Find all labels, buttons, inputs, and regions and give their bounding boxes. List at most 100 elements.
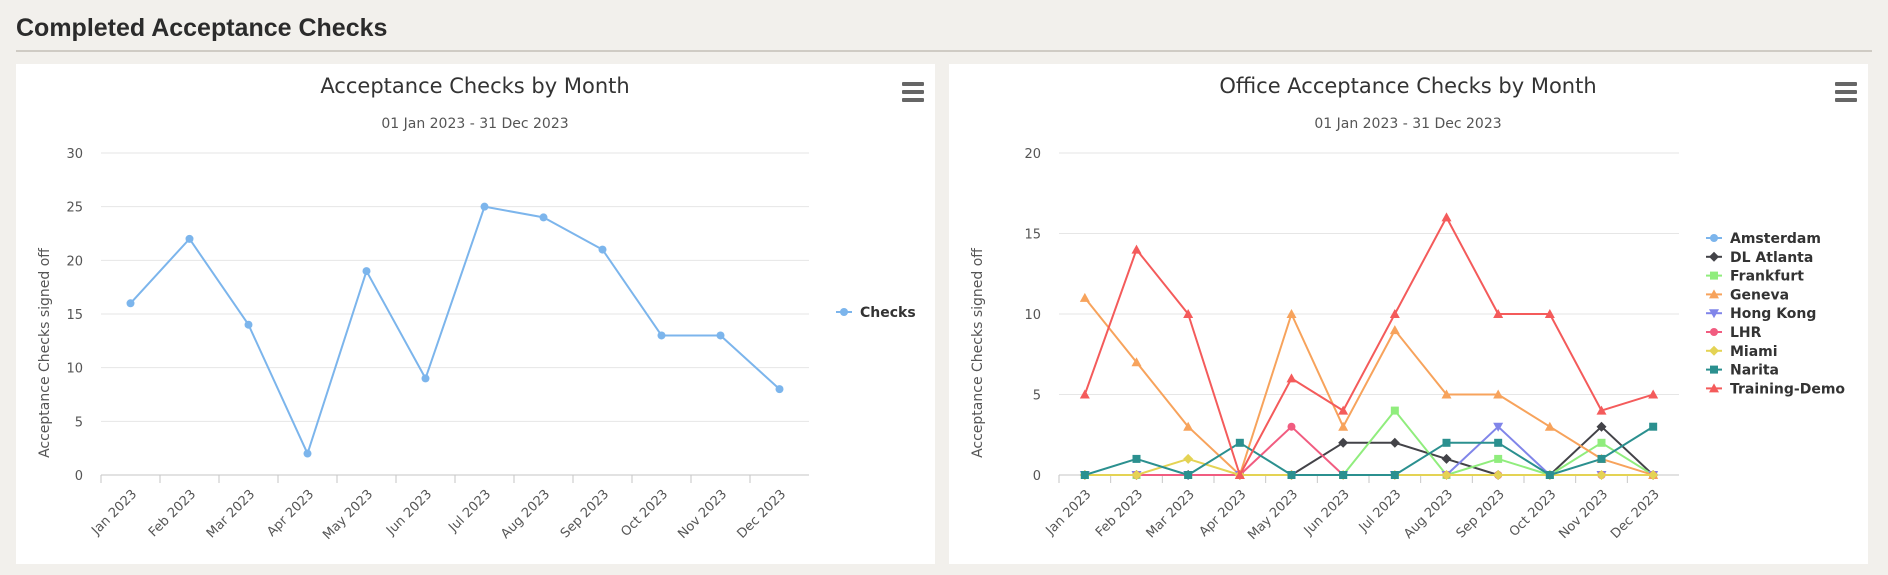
- series-hong-kong[interactable]: [1079, 422, 1659, 480]
- data-point[interactable]: [1132, 454, 1141, 463]
- legend-item-amsterdam[interactable]: Amsterdam: [1706, 231, 1821, 247]
- data-point[interactable]: [1493, 389, 1504, 399]
- data-point[interactable]: [1183, 453, 1194, 464]
- data-point[interactable]: [362, 267, 371, 276]
- data-point[interactable]: [126, 299, 135, 308]
- y-tick-label: 20: [66, 254, 83, 269]
- data-point[interactable]: [1648, 389, 1659, 399]
- data-point[interactable]: [1390, 406, 1399, 415]
- data-point[interactable]: [1338, 405, 1349, 415]
- legend-marker: [1709, 345, 1719, 356]
- series-narita[interactable]: [1080, 422, 1658, 479]
- data-point[interactable]: [1441, 389, 1452, 399]
- data-point[interactable]: [1183, 421, 1194, 431]
- data-point[interactable]: [1389, 309, 1400, 318]
- data-point[interactable]: [1287, 471, 1296, 479]
- legend-marker: [1709, 251, 1719, 262]
- data-point[interactable]: [1338, 421, 1349, 431]
- legend-marker: [1709, 383, 1719, 393]
- legend-item-narita[interactable]: Narita: [1706, 363, 1779, 379]
- data-point[interactable]: [1079, 389, 1090, 399]
- data-point[interactable]: [1597, 438, 1606, 447]
- x-tick-label: Feb 2023: [146, 487, 199, 540]
- data-point[interactable]: [1286, 373, 1297, 383]
- data-point[interactable]: [1131, 244, 1142, 254]
- series-lhr[interactable]: [1080, 422, 1658, 479]
- data-point[interactable]: [1234, 470, 1245, 479]
- data-point[interactable]: [1183, 309, 1194, 318]
- data-point[interactable]: [1389, 325, 1400, 335]
- series-dl-atlanta[interactable]: [1079, 421, 1659, 480]
- data-point[interactable]: [1494, 454, 1503, 463]
- legend-item-checks[interactable]: Checks: [836, 305, 916, 321]
- data-point[interactable]: [716, 331, 725, 340]
- data-point[interactable]: [1544, 421, 1555, 431]
- data-point[interactable]: [1596, 470, 1607, 480]
- data-point[interactable]: [598, 245, 607, 254]
- x-tick-label: Aug 2023: [498, 487, 553, 542]
- data-point[interactable]: [1441, 212, 1452, 222]
- y-tick-label: 10: [1024, 308, 1041, 323]
- chart-title: Office Acceptance Checks by Month: [1219, 74, 1596, 98]
- legend-marker: [1709, 289, 1719, 299]
- data-point[interactable]: [1080, 471, 1089, 479]
- data-point[interactable]: [775, 385, 784, 394]
- series-training-demo[interactable]: [1079, 212, 1659, 479]
- series-geneva[interactable]: [1079, 292, 1659, 479]
- chart-subtitle: 01 Jan 2023 - 31 Dec 2023: [1314, 116, 1501, 132]
- data-point[interactable]: [1131, 470, 1142, 480]
- data-point[interactable]: [1441, 470, 1452, 480]
- title-divider: [16, 50, 1872, 52]
- data-point[interactable]: [1494, 438, 1503, 447]
- data-point[interactable]: [1184, 471, 1193, 479]
- legend-item-lhr[interactable]: LHR: [1706, 325, 1762, 341]
- series-line: [1084, 457, 1654, 476]
- legend-marker: [1710, 328, 1718, 336]
- x-tick-label: Sep 2023: [1454, 487, 1508, 541]
- data-point[interactable]: [1493, 422, 1504, 432]
- x-tick-label: Nov 2023: [1556, 487, 1611, 542]
- data-point[interactable]: [1235, 438, 1244, 447]
- data-point[interactable]: [657, 331, 666, 340]
- legend-item-training-demo[interactable]: Training-Demo: [1706, 381, 1845, 397]
- data-point[interactable]: [1389, 437, 1400, 448]
- data-point[interactable]: [421, 374, 430, 383]
- data-point[interactable]: [1544, 309, 1555, 318]
- chart-menu-button[interactable]: [1833, 82, 1859, 104]
- data-point[interactable]: [185, 234, 194, 243]
- y-tick-label: 30: [66, 147, 83, 162]
- data-point[interactable]: [1441, 453, 1452, 464]
- data-point[interactable]: [1442, 438, 1451, 447]
- legend-item-dl-atlanta[interactable]: DL Atlanta: [1706, 250, 1813, 266]
- legend-item-frankfurt[interactable]: Frankfurt: [1706, 269, 1804, 285]
- series-line: [129, 205, 781, 455]
- data-point[interactable]: [1286, 309, 1297, 318]
- data-point[interactable]: [539, 213, 548, 222]
- data-point[interactable]: [1597, 454, 1606, 463]
- data-point[interactable]: [1493, 470, 1504, 480]
- data-point[interactable]: [1596, 421, 1607, 432]
- data-point[interactable]: [1649, 422, 1658, 431]
- series-checks[interactable]: [126, 202, 784, 458]
- data-point[interactable]: [480, 202, 489, 211]
- data-point[interactable]: [303, 449, 312, 458]
- legend-item-miami[interactable]: Miami: [1706, 344, 1778, 360]
- data-point[interactable]: [1339, 471, 1348, 479]
- data-point[interactable]: [1493, 309, 1504, 318]
- data-point[interactable]: [244, 320, 253, 329]
- menu-icon: [1835, 82, 1857, 86]
- data-point[interactable]: [1338, 437, 1349, 448]
- data-point[interactable]: [1545, 471, 1554, 479]
- checks-by-month-chart: Acceptance Checks by Month 01 Jan 2023 -…: [37, 74, 916, 543]
- data-point[interactable]: [1648, 470, 1659, 480]
- data-point[interactable]: [1390, 471, 1399, 479]
- data-point[interactable]: [1131, 357, 1142, 367]
- legend-item-geneva[interactable]: Geneva: [1706, 287, 1789, 303]
- y-axis-label: Acceptance Checks signed off: [970, 248, 986, 458]
- data-point[interactable]: [1079, 292, 1090, 302]
- data-point[interactable]: [1287, 422, 1296, 431]
- chart-menu-button[interactable]: [900, 82, 926, 104]
- data-point[interactable]: [1596, 405, 1607, 415]
- legend-item-hong-kong[interactable]: Hong Kong: [1706, 306, 1816, 322]
